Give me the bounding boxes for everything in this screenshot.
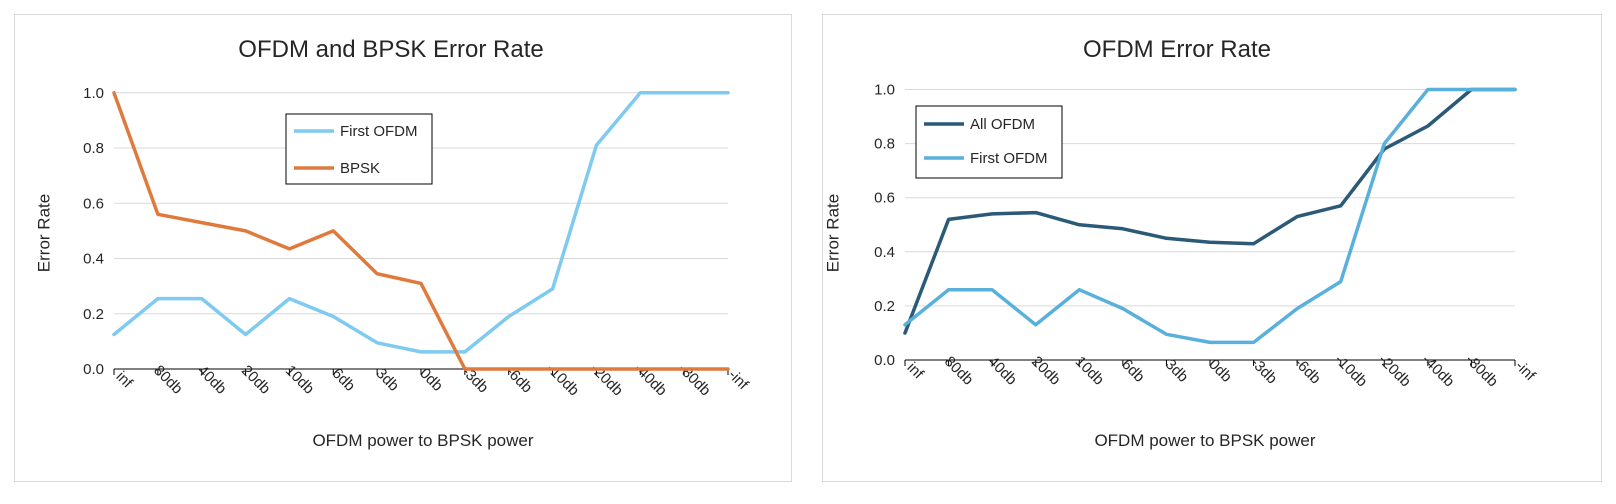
chart-1-x-tick-label: 40db (985, 353, 1021, 389)
chart-1-x-tick-label: -inf (1512, 357, 1539, 384)
chart-1-y-tick-label: 0.0 (874, 352, 895, 369)
chart-0-x-tick-label: 10db (282, 362, 318, 398)
chart-0-legend-box (285, 113, 433, 185)
chart-0-x-axis-title: OFDM power to BPSK power (312, 431, 533, 450)
chart-1-y-tick-label: 0.4 (874, 244, 895, 261)
chart-0-legend-label-1: First OFDM (340, 123, 417, 140)
chart-0-x-tick-label: -20db (587, 360, 626, 399)
chart-0-x-tick-label: -10db (543, 360, 582, 399)
chart-right-svg: OFDM Error Rate 0.0 0.2 0.4 0.6 0.8 1.0 inf 80db… (824, 36, 1540, 450)
chart-0-x-tick-label: -40db (631, 360, 670, 399)
chart-0-x-tick-label: 40db (194, 362, 230, 398)
chart-1-x-tick-label: 80db (941, 353, 977, 389)
chart-1-legend-label-2: First OFDM (970, 150, 1047, 167)
chart-1-x-tick-label: -20db (1375, 351, 1414, 390)
chart-1-x-tick-label: -3db (1247, 354, 1280, 387)
chart-1-x-tick-label: inf (904, 359, 928, 383)
chart-1-x-tick-label: -10db (1331, 351, 1370, 390)
chart-1-x-tick-label: -6db (1291, 354, 1324, 387)
chart-0-gridlines (114, 92, 728, 315)
chart-0-series-line-1 (112, 91, 730, 354)
chart-0-series-line-2 (112, 91, 730, 371)
chart-1-title: OFDM Error Rate (1083, 36, 1271, 63)
chart-0-x-tick-label: 80db (150, 362, 186, 398)
chart-0-y-tick-label: 0.4 (83, 251, 104, 268)
chart-0-y-tick-label: 0.0 (83, 361, 104, 378)
chart-1-series-line-2 (903, 87, 1517, 345)
chart-1-series-line-1 (903, 87, 1517, 335)
chart-1-y-tick-label: 0.2 (874, 298, 895, 315)
chart-1-y-axis-title: Error Rate (824, 194, 843, 272)
chart-1-x-tick-label: -80db (1462, 351, 1501, 390)
chart-1-legend-box (915, 105, 1063, 179)
chart-1-legend-label-1: All OFDM (970, 116, 1035, 133)
chart-0-y-tick-label: 0.8 (83, 140, 104, 157)
chart-left-svg: OFDM and BPSK Error Rate 0.0 0.2 0.4 0.6 0.8 1… (35, 36, 753, 450)
chart-1-x-tick-label: -40db (1418, 351, 1457, 390)
chart-1-x-axis-title: OFDM power to BPSK power (1094, 431, 1315, 450)
chart-0-x-tick-label: 20db (238, 362, 274, 398)
chart-1-y-tick-label: 1.0 (874, 82, 895, 99)
chart-0-x-tick-label: -inf (725, 366, 752, 393)
chart-1-x-tick-label: 10db (1072, 353, 1108, 389)
chart-0-y-tick-label: 0.6 (83, 195, 104, 212)
chart-0-y-tick-label: 1.0 (83, 85, 104, 102)
chart-0-x-tick-label: -80db (675, 360, 714, 399)
chart-0-y-tick-label: 0.2 (83, 306, 104, 323)
chart-1-legend: All OFDM First OFDM (915, 105, 1063, 179)
chart-panel-left: OFDM and BPSK Error Rate 0.0 0.2 0.4 0.6 0.8 1… (14, 14, 792, 482)
chart-1-x-tick-label: 20db (1028, 353, 1064, 389)
chart-0-legend-label-2: BPSK (340, 160, 380, 177)
chart-panel-right: OFDM Error Rate 0.0 0.2 0.4 0.6 0.8 1.0 inf 80db… (822, 14, 1602, 482)
chart-1-y-tick-label: 0.8 (874, 136, 895, 153)
chart-0-legend: First OFDM BPSK (285, 113, 433, 185)
chart-0-x-tick-label: inf (113, 368, 137, 392)
chart-0-y-axis-title: Error Rate (35, 194, 54, 272)
chart-1-y-tick-label: 0.6 (874, 190, 895, 207)
chart-0-title: OFDM and BPSK Error Rate (238, 36, 543, 63)
